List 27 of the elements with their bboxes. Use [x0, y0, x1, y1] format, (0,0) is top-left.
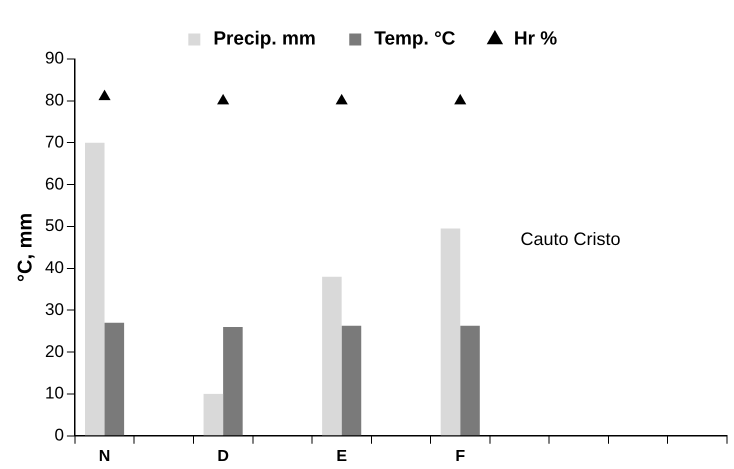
y-tick-label: 50 [44, 216, 64, 236]
y-tick-label: 40 [44, 258, 64, 278]
bar [223, 326, 243, 436]
legend-label: Precip. mm [213, 28, 316, 50]
bar [204, 394, 224, 436]
annotation: Cauto Cristo [520, 228, 621, 249]
y-tick-label: 10 [44, 384, 64, 403]
bar [460, 326, 480, 436]
legend-label: Hr % [514, 28, 558, 50]
x-tick-label: N [98, 448, 110, 465]
bar [440, 228, 460, 436]
y-tick-label: 80 [44, 90, 64, 110]
y-tick-label: 20 [44, 342, 64, 361]
y-tick-label: 90 [44, 48, 64, 68]
bar [322, 276, 342, 436]
y-tick-label: 70 [44, 132, 64, 152]
y-axis-title: °C, mm [14, 212, 37, 282]
x-tick-label: F [455, 448, 466, 465]
legend-label: Temp. °C [374, 28, 456, 50]
bar [342, 326, 362, 436]
y-tick-label: 0 [54, 425, 64, 444]
x-tick-label: E [336, 448, 348, 465]
y-tick-label: 30 [44, 300, 64, 319]
bar [84, 142, 105, 436]
x-tick-label: D [217, 448, 229, 465]
y-tick-label: 60 [44, 174, 64, 194]
bar [104, 322, 124, 436]
